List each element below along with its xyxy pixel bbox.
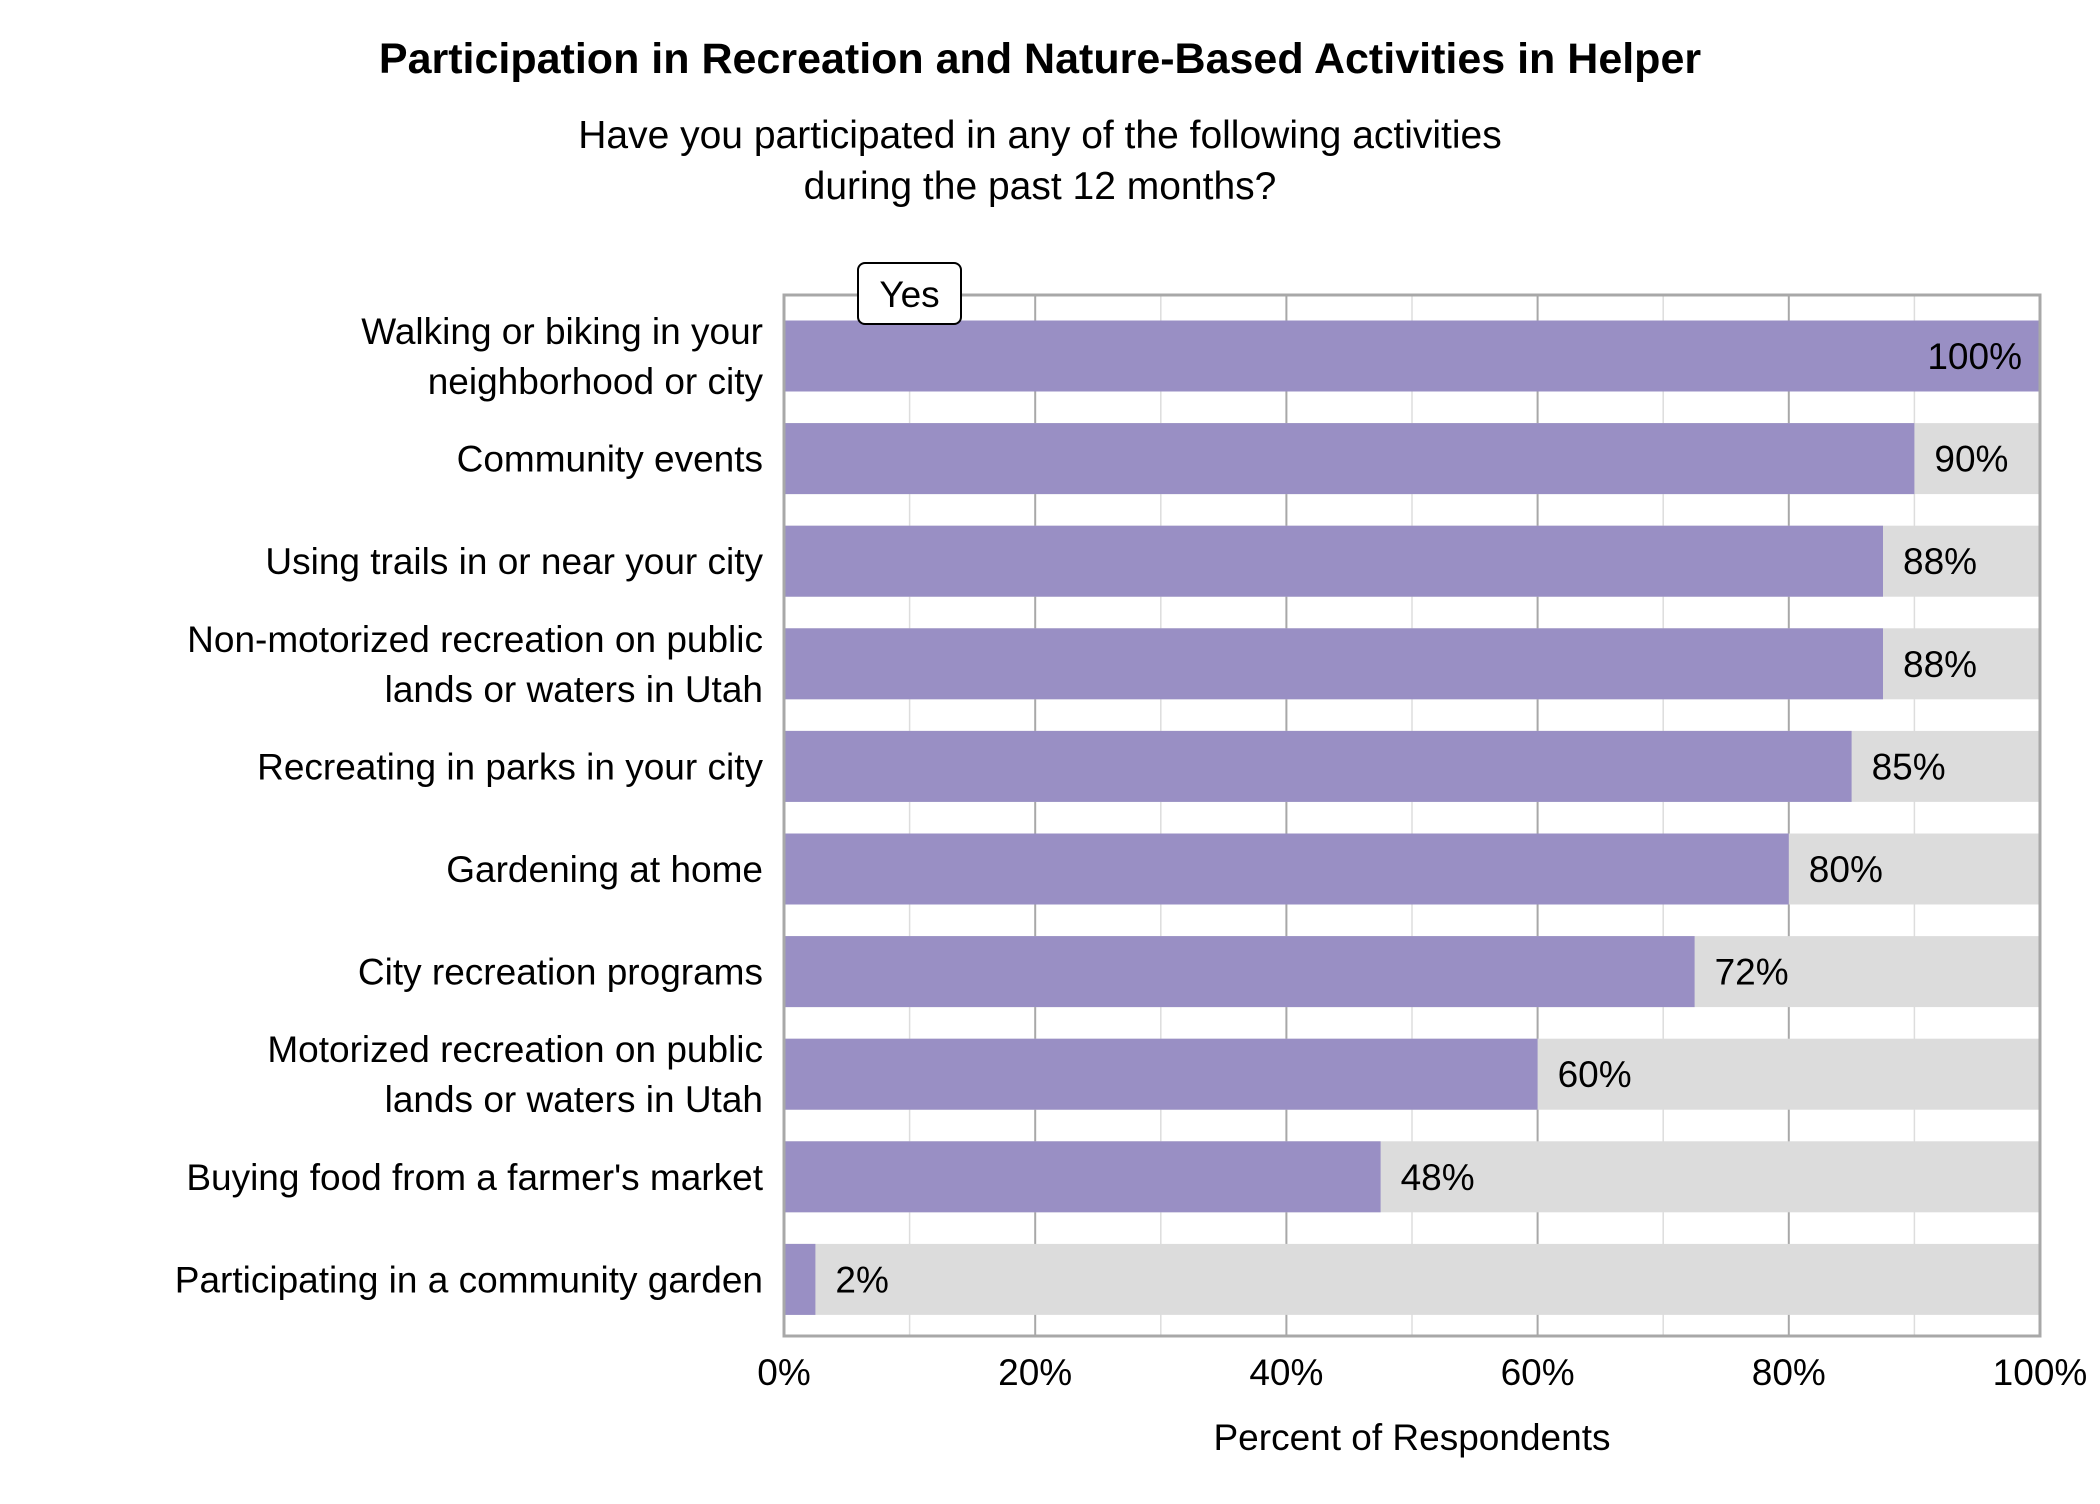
category-label: neighborhood or city <box>428 361 764 402</box>
legend: Yes <box>857 262 962 325</box>
x-tick-label: 0% <box>757 1352 810 1393</box>
bar-yes <box>784 628 1883 700</box>
bar-value-label: 80% <box>1809 849 1883 890</box>
bar-yes <box>784 936 1695 1008</box>
category-label: Non-motorized recreation on public <box>187 619 763 660</box>
bar-yes <box>784 423 1915 495</box>
bar-value-label: 2% <box>835 1259 888 1300</box>
bar-value-label: 88% <box>1903 541 1977 582</box>
category-label: Gardening at home <box>446 849 763 890</box>
bar-remainder <box>784 1243 2040 1315</box>
legend-label-yes: Yes <box>879 274 939 315</box>
x-tick-label: 20% <box>998 1352 1072 1393</box>
legend-box <box>857 262 962 325</box>
bar-value-label: 85% <box>1872 746 1946 787</box>
category-label: Recreating in parks in your city <box>257 746 763 787</box>
x-tick-label: 40% <box>1249 1352 1323 1393</box>
plot-area: 100% Walking or biking in your neighborhoo… <box>175 262 2088 1393</box>
bar-yes <box>784 730 1852 802</box>
bar-value-label: 72% <box>1715 952 1789 993</box>
x-axis-title: Percent of Respondents <box>1214 1417 1611 1458</box>
bar-value-label: 88% <box>1903 644 1977 685</box>
category-label: Motorized recreation on public <box>267 1029 763 1070</box>
category-label: lands or waters in Utah <box>385 669 763 710</box>
x-tick-label: 80% <box>1752 1352 1826 1393</box>
category-label: Community events <box>457 439 763 480</box>
x-tick-label: 60% <box>1501 1352 1575 1393</box>
bar-value-label: 48% <box>1401 1157 1475 1198</box>
category-label: lands or waters in Utah <box>385 1079 763 1120</box>
category-label: Buying food from a farmer's market <box>186 1157 763 1198</box>
chart-subtitle-line-1: Have you participated in any of the foll… <box>578 114 1502 157</box>
plot-frame <box>782 293 2042 1338</box>
bar-value-label: 90% <box>1934 439 2008 480</box>
bar-value-label: 100% <box>1927 336 2022 377</box>
bar-yes <box>784 1243 816 1315</box>
category-label: Using trails in or near your city <box>265 541 763 582</box>
bar-yes <box>784 525 1883 597</box>
bar-yes <box>784 1038 1538 1110</box>
bar-yes <box>784 1141 1381 1213</box>
category-label: Participating in a community garden <box>175 1259 763 1300</box>
chart-subtitle-line-2: during the past 12 months? <box>804 165 1277 208</box>
bar-value-label: 60% <box>1558 1054 1632 1095</box>
chart-title: Participation in Recreation and Nature-B… <box>379 35 1701 83</box>
bar-yes <box>784 320 2040 392</box>
category-label: City recreation programs <box>358 952 763 993</box>
x-tick-label: 100% <box>1993 1352 2088 1393</box>
category-label: Walking or biking in your <box>361 311 763 352</box>
bar-yes <box>784 833 1789 905</box>
